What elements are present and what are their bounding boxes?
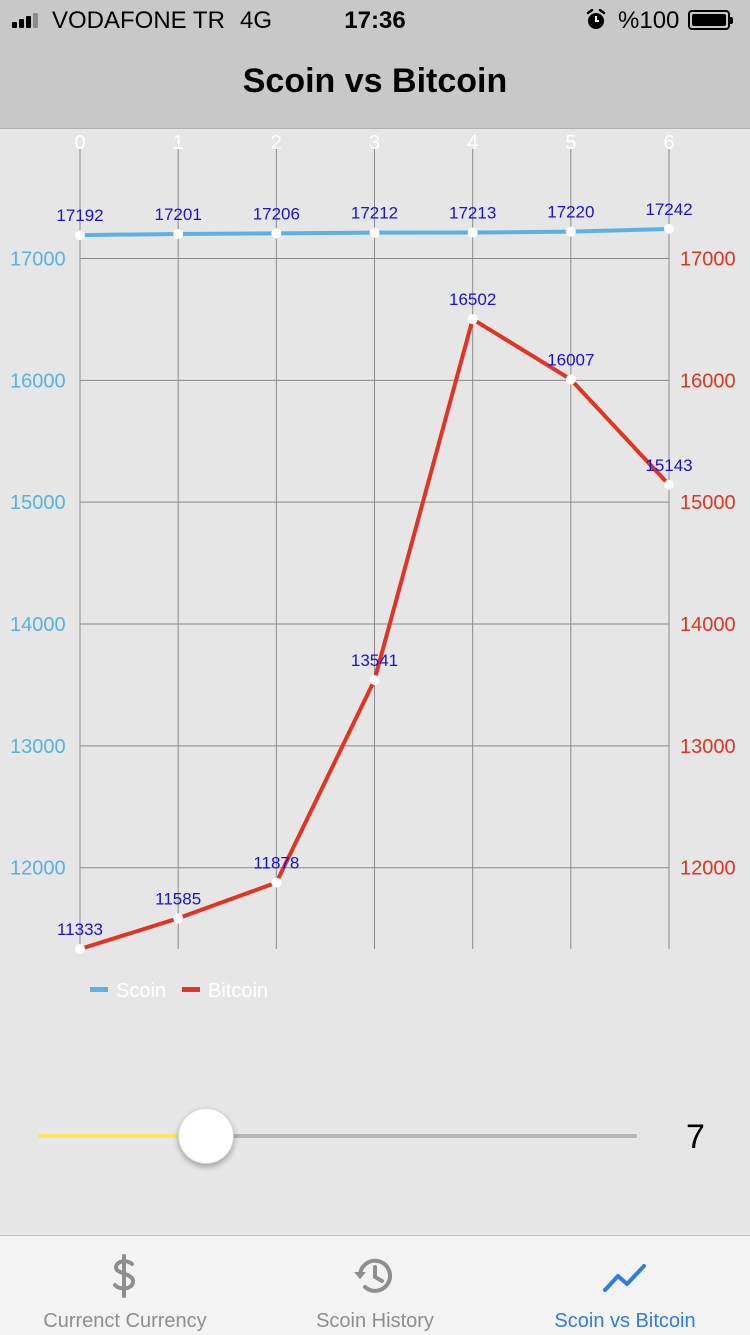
carrier-name: VODAFONE TR [52, 7, 225, 34]
legend-label-scoin: Scoin [116, 980, 166, 1002]
x-axis-tick-label: 6 [663, 132, 674, 154]
slider-thumb[interactable] [177, 1108, 234, 1164]
dollar-icon [113, 1254, 135, 1298]
status-bar: VODAFONE TR 4G 17:36 %100 [0, 0, 750, 40]
left-axis-tick-label: 16000 [10, 370, 66, 392]
slider-min-track [38, 1134, 206, 1138]
history-icon [354, 1258, 392, 1293]
data-point-bitcoin [271, 877, 282, 888]
right-axis-tick-label: 17000 [680, 248, 736, 270]
data-label-scoin: 17213 [449, 204, 496, 223]
tab-current-currency[interactable]: Currenct Currency [0, 1236, 250, 1335]
x-axis-tick-label: 1 [173, 132, 184, 154]
data-label-scoin: 17192 [56, 206, 103, 225]
left-axis-tick-label: 14000 [10, 614, 66, 636]
signal-strength-icon [12, 12, 46, 28]
data-label-scoin: 17212 [351, 204, 398, 223]
data-point-scoin [565, 226, 576, 237]
left-axis-tick-label: 17000 [10, 248, 66, 270]
x-axis-tick-label: 0 [74, 132, 85, 154]
slider-value: 7 [686, 1118, 705, 1156]
data-label-scoin: 17220 [547, 203, 594, 222]
data-label-bitcoin: 11585 [155, 889, 201, 908]
right-axis-tick-label: 12000 [680, 858, 736, 880]
slider-max-track [205, 1134, 637, 1138]
data-point-bitcoin [565, 374, 576, 385]
page-title: Scoin vs Bitcoin [242, 62, 508, 100]
left-axis-tick-label: 15000 [10, 492, 66, 514]
data-point-bitcoin [369, 674, 380, 685]
tab-bar: Currenct Currency Scoin History Scoin vs… [0, 1235, 750, 1335]
status-time: 17:36 [344, 7, 406, 34]
tab-scoin-vs-bitcoin[interactable]: Scoin vs Bitcoin [500, 1236, 750, 1335]
data-point-scoin [271, 228, 282, 239]
right-axis-tick-label: 16000 [680, 370, 736, 392]
data-point-bitcoin [75, 944, 85, 954]
data-point-scoin [75, 230, 85, 241]
left-axis-tick-label: 13000 [10, 736, 66, 758]
data-point-scoin [173, 228, 184, 239]
navigation-bar: Scoin vs Bitcoin [0, 40, 750, 129]
data-label-scoin: 17206 [253, 204, 300, 223]
data-label-bitcoin: 13541 [351, 651, 398, 670]
data-point-bitcoin [467, 314, 478, 325]
right-axis-tick-label: 13000 [680, 736, 736, 758]
right-axis-tick-label: 14000 [680, 614, 736, 636]
battery-percentage: %100 [618, 7, 680, 34]
data-label-bitcoin: 11878 [253, 854, 299, 873]
tab-label: Scoin vs Bitcoin [554, 1310, 696, 1332]
x-axis-tick-label: 2 [271, 132, 282, 154]
x-axis-tick-label: 3 [369, 132, 380, 154]
battery-icon [688, 10, 733, 30]
data-point-scoin [664, 224, 674, 234]
left-axis-tick-label: 12000 [10, 858, 66, 880]
data-label-scoin: 17242 [645, 200, 692, 219]
data-label-bitcoin: 16007 [547, 350, 594, 369]
legend-swatch-bitcoin [182, 987, 200, 992]
legend-label-bitcoin: Bitcoin [208, 980, 268, 1002]
x-axis-tick-label: 4 [467, 132, 478, 154]
network-type: 4G [240, 7, 273, 34]
legend-swatch-scoin [90, 987, 108, 992]
data-label-bitcoin: 16502 [449, 290, 496, 309]
data-label-bitcoin: 11333 [57, 920, 103, 939]
alarm-clock-icon [586, 9, 606, 29]
data-point-scoin [369, 227, 380, 238]
data-label-scoin: 17201 [155, 205, 202, 224]
scoin-vs-bitcoin-chart: 0 1 2 3 4 5 6 12000 12000 13000 13000 14000 14000 150… [10, 132, 736, 1002]
x-axis-tick-label: 5 [565, 132, 576, 154]
tab-label: Currenct Currency [43, 1310, 207, 1332]
data-label-bitcoin: 15143 [645, 456, 692, 475]
data-point-scoin [467, 227, 478, 238]
right-axis-tick-label: 15000 [680, 492, 736, 514]
tab-label: Scoin History [316, 1310, 434, 1332]
data-point-bitcoin [664, 479, 674, 490]
tab-scoin-history[interactable]: Scoin History [250, 1236, 500, 1335]
trend-icon [603, 1264, 646, 1292]
data-point-bitcoin [173, 913, 184, 924]
days-slider[interactable]: 7 [0, 1090, 750, 1190]
